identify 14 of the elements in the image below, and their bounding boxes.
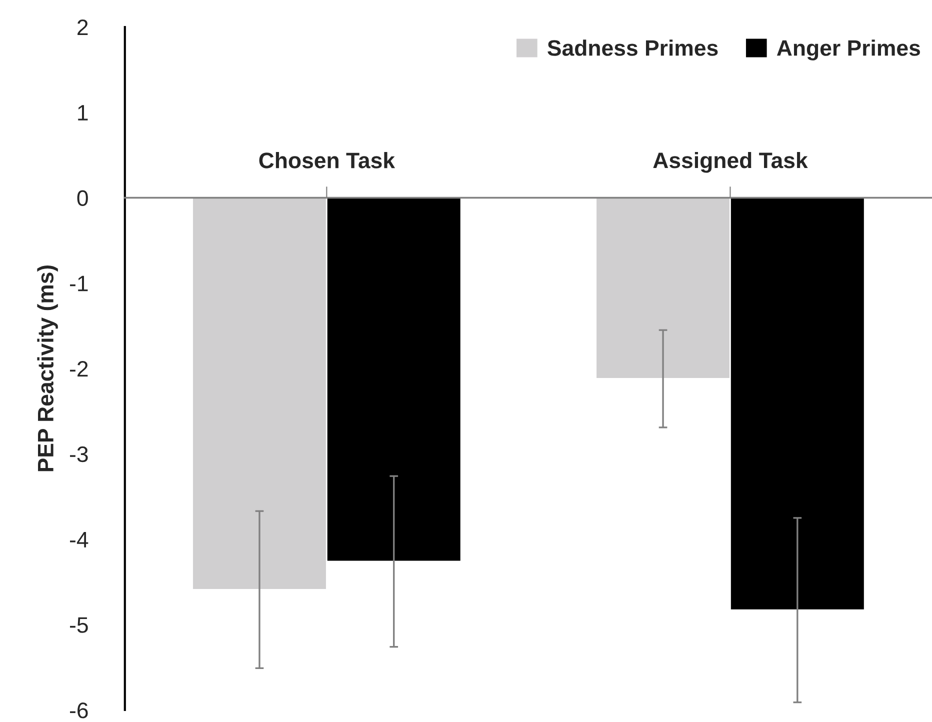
y-tick-label: -2 — [70, 361, 88, 377]
y-tick-label: -5 — [70, 617, 88, 633]
y-tick-label: -3 — [70, 446, 88, 462]
y-tick-label: 1 — [78, 105, 88, 120]
x-tick-label: Chosen Task — [259, 152, 396, 168]
y-tick-label: -1 — [70, 276, 88, 292]
x-tick-label: Assigned Task — [653, 152, 808, 173]
y-tick-label: 0 — [77, 190, 88, 206]
y-tick-label: -4 — [70, 532, 88, 548]
legend-label: Anger Primes — [776, 40, 920, 60]
y-tick-label: -6 — [70, 702, 88, 718]
y-axis-title: PEP Reactivity (ms) — [37, 265, 58, 472]
legend-label: Sadness Primes — [548, 40, 718, 56]
y-tick-label: 2 — [78, 20, 88, 36]
